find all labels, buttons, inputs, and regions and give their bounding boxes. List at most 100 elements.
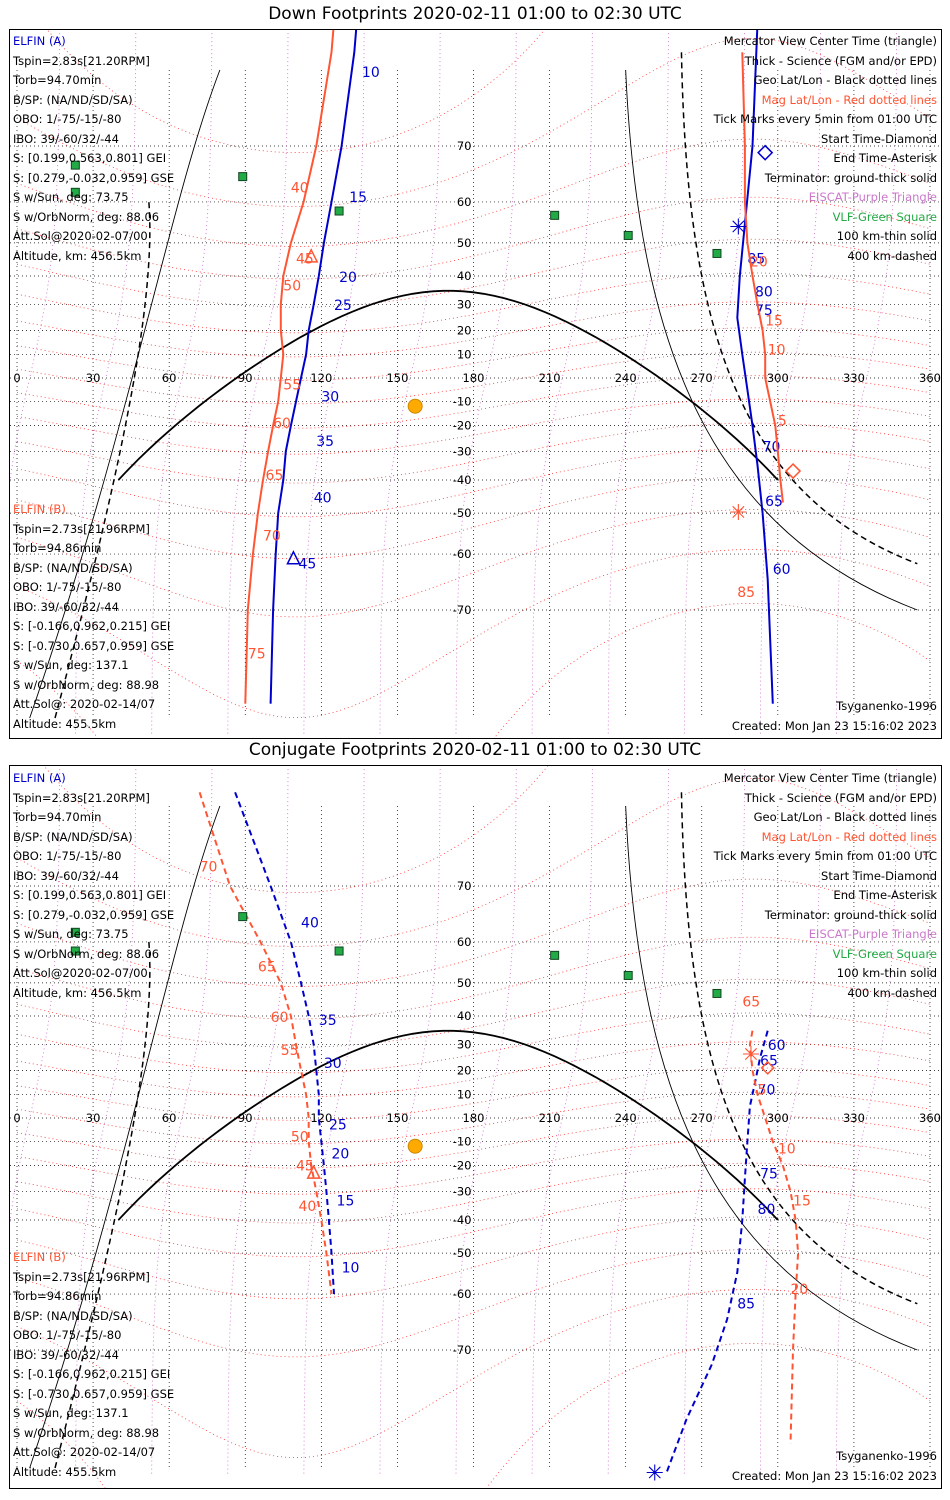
x-tick-label: 60: [162, 371, 177, 385]
x-tick-label: 360: [919, 1111, 941, 1125]
x-tick-label: 240: [615, 371, 637, 385]
y-tick-label: -20: [453, 1159, 472, 1173]
elfin-b-line: S: [-0.730,0.657,0.959] GSE: [13, 1386, 175, 1401]
mag-parallel: [16, 398, 931, 455]
track-tick-label: 30: [324, 1056, 342, 1072]
elfin-a-line: Att.Sol@2020-02-07/00: [13, 966, 148, 980]
elfin-a-line: Att.Sol@2020-02-07/00: [13, 229, 148, 243]
mag-parallel: [16, 1091, 931, 1145]
elfin-b-line: S w/OrbNorm, deg: 88.98: [13, 677, 160, 692]
x-tick-label: 120: [310, 1111, 332, 1125]
elfin-a-line: S w/OrbNorm, deg: 88.06: [13, 209, 160, 224]
legend-item: End Time-Asterisk: [833, 151, 937, 165]
mag-parallel: [16, 351, 931, 405]
elfin-b-line: S: [-0.166,0.962,0.215] GEI: [13, 1367, 171, 1381]
legend-item: EISCAT-Purple Triangle: [808, 190, 937, 204]
terminator-line: [117, 289, 779, 481]
track-tick-label: 10: [362, 65, 380, 81]
elfin-b-line: IBO: 39/-60/32/-44: [13, 599, 119, 614]
legend-item: Mag Lat/Lon - Red dotted lines: [761, 92, 937, 107]
mag-parallel: [16, 301, 931, 358]
elfin-a-line: OBO: 1/-75/-15/-80: [13, 849, 122, 863]
elfin-a-info: ELFIN (A) Tspin=2.83s[21.20RPM] Torb=94.…: [13, 769, 174, 1003]
start-diamond-icon: [784, 462, 802, 480]
x-tick-label: 240: [615, 1111, 637, 1125]
track-tick-label: 5: [758, 1083, 767, 1099]
elfin-a-line: Torb=94.70min: [13, 810, 102, 824]
model-label: Tsyganenko-1996: [836, 1449, 937, 1463]
legend-item: Geo Lat/Lon - Black dotted lines: [753, 810, 937, 824]
footprint-tracks: 40 35 30 25 20 15 10 60 65 70 75 80 85 70 65 60 55 50 45 40…: [198, 791, 811, 1474]
mag-parallel: [16, 272, 931, 334]
elfin-b-line: B/SP: (NA/ND/SD/SA): [13, 1308, 133, 1323]
track-tick-label: 60: [271, 1010, 289, 1026]
track-tick-label: 15: [337, 1193, 355, 1209]
elfin-a-line: B/SP: (NA/ND/SD/SA): [13, 92, 133, 107]
legend-item: Tick Marks every 5min from 01:00 UTC: [713, 849, 937, 863]
y-tick-label: 70: [457, 879, 472, 893]
y-tick-label: 70: [457, 139, 472, 153]
panel-title-conjugate: Conjugate Footprints 2020-02-11 01:00 to…: [248, 740, 702, 760]
legend-item: 400 km-dashed: [847, 985, 937, 1000]
mag-parallel: [16, 1041, 931, 1098]
legend-item: VLF-Green Square: [832, 209, 937, 224]
track-tick-label: 70: [763, 439, 781, 455]
legend-item: EISCAT-Purple Triangle: [808, 927, 937, 941]
elfin-b-line: S w/OrbNorm, deg: 88.98: [13, 1425, 160, 1440]
vlf-station-icon: [712, 988, 722, 998]
y-tick-label: 10: [457, 1088, 472, 1102]
track-tick-label: 85: [737, 1297, 755, 1313]
y-tick-label: -30: [453, 444, 472, 458]
model-label: Tsyganenko-1996: [836, 699, 937, 713]
elfin-b-label: ELFIN (B): [13, 502, 66, 516]
terminator: [29, 52, 918, 719]
sun-icon: [407, 398, 423, 414]
track-tick-label: 40: [301, 915, 319, 931]
y-tick-label: 50: [457, 976, 472, 990]
x-tick-label: 300: [767, 1111, 789, 1125]
x-tick-label: 60: [162, 1111, 177, 1125]
track-tick-label: 65: [266, 468, 284, 484]
y-tick-label: -10: [453, 1134, 472, 1148]
mag-parallel: [16, 1216, 931, 1300]
terminator: [29, 792, 918, 1469]
legend-item: 100 km-thin solid: [836, 966, 937, 980]
sun-icon: [407, 1138, 423, 1154]
end-asterisk-icon: ✳: [646, 1462, 664, 1487]
map-canvas-down: 0 30 60 90 120 150 180 210 240 270 300 330 360 70 60 50…: [10, 30, 941, 738]
mag-parallel: [16, 1115, 931, 1169]
vlf-station-icon: [550, 210, 560, 220]
elfin-b-line: B/SP: (NA/ND/SD/SA): [13, 560, 133, 575]
track-line: [741, 52, 784, 503]
legend-item: Mercator View Center Time (triangle): [723, 771, 937, 785]
vlf-station-icon: [712, 248, 722, 258]
track-tick-label: 5: [778, 414, 787, 430]
elfin-a-line: S w/Sun, deg: 73.75: [13, 190, 129, 204]
elfin-a-line: IBO: 39/-60/32/-44: [13, 131, 119, 146]
x-tick-label: 90: [238, 1111, 253, 1125]
elfin-b-info: ELFIN (B) Tspin=2.73s[21.96RPM] Torb=94.…: [13, 1248, 174, 1482]
elfin-b-line: S w/Sun, deg: 137.1: [13, 658, 129, 672]
elfin-b-line: Torb=94.86min: [13, 1289, 102, 1303]
mag-parallel: [16, 509, 931, 618]
center-time-triangle-icon: [286, 550, 301, 565]
altitude-100km-line: [29, 805, 221, 1469]
vlf-station-icon: [334, 946, 344, 956]
track-tick-label: 20: [331, 1146, 349, 1162]
mag-parallel: [16, 476, 931, 560]
elfin-b-line: IBO: 39/-60/32/-44: [13, 1347, 119, 1362]
altitude-400km-line: [54, 941, 151, 1469]
y-tick-label: 60: [457, 935, 472, 949]
x-tick-label: 330: [843, 1111, 865, 1125]
elfin-a-line: S w/Sun, deg: 73.75: [13, 927, 129, 941]
footer: Tsyganenko-1996 Created: Mon Jan 23 15:1…: [732, 1447, 937, 1486]
track-line: [198, 791, 333, 1295]
x-tick-label: 210: [539, 371, 561, 385]
elfin-a-line: IBO: 39/-60/32/-44: [13, 868, 119, 883]
x-tick-label: 90: [238, 371, 253, 385]
track-tick-label: 65: [742, 995, 760, 1011]
elfin-b-line: Tspin=2.73s[21.96RPM]: [13, 1269, 150, 1284]
elfin-a-line: OBO: 1/-75/-15/-80: [13, 112, 122, 126]
elfin-a-info: ELFIN (A) Tspin=2.83s[21.20RPM] Torb=94.…: [13, 32, 174, 266]
mag-parallel: [16, 936, 931, 1020]
